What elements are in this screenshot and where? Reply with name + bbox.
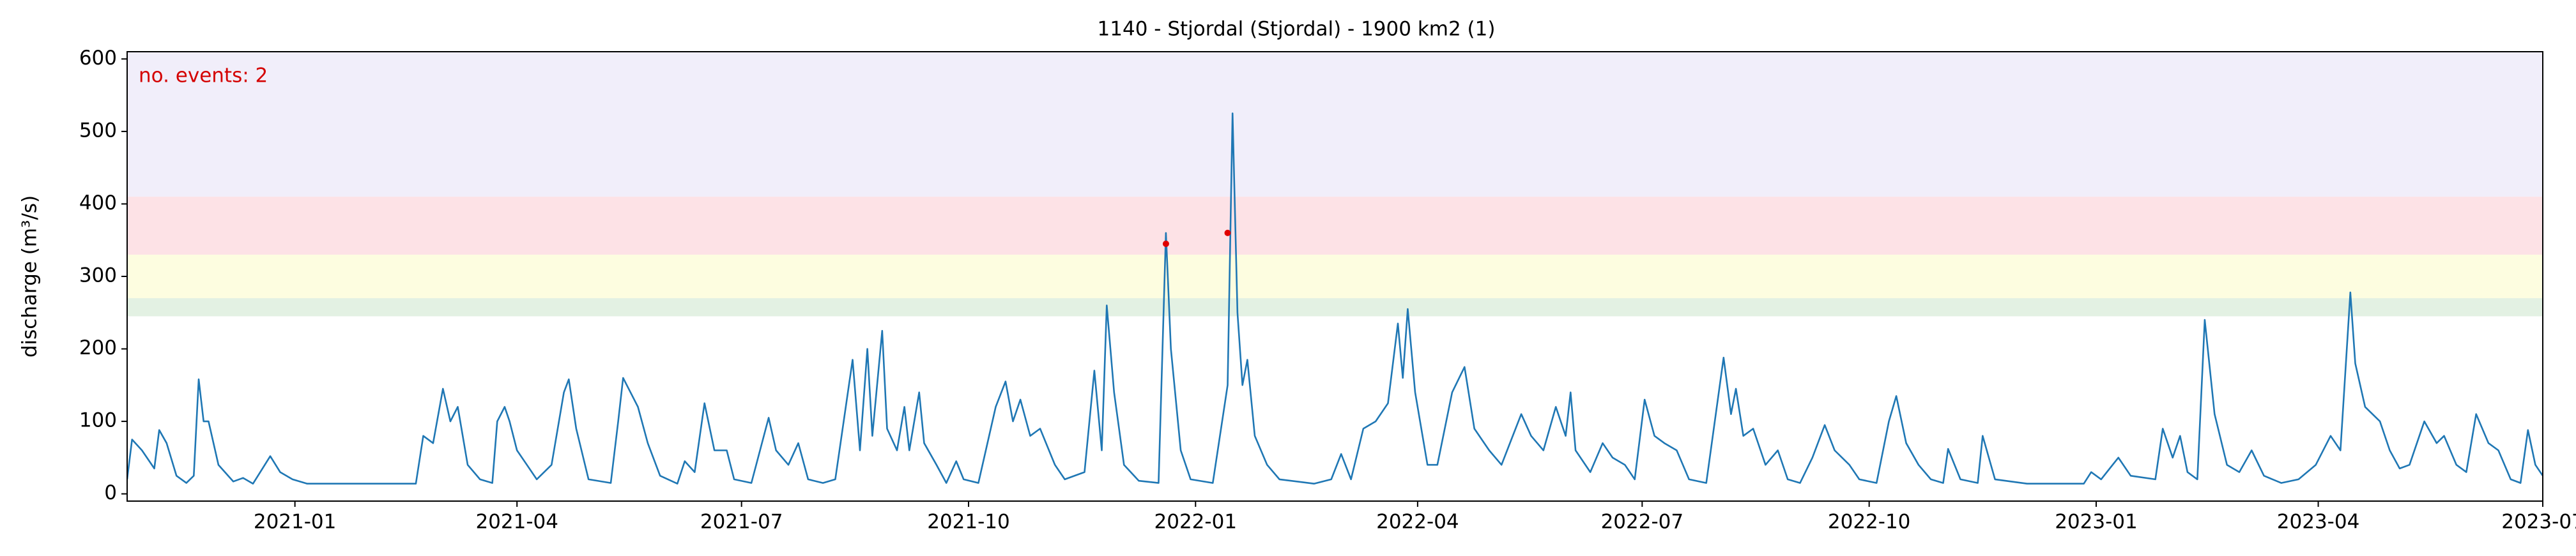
y-tick-label: 600 xyxy=(79,47,117,70)
threshold-band xyxy=(127,298,2543,317)
x-tick-label: 2021-01 xyxy=(254,511,337,534)
y-tick-label: 500 xyxy=(79,119,117,142)
x-tick-label: 2023-07 xyxy=(2501,511,2576,534)
threshold-band xyxy=(127,52,2543,197)
y-tick-label: 400 xyxy=(79,192,117,214)
y-tick-label: 200 xyxy=(79,336,117,359)
x-tick-label: 2023-04 xyxy=(2277,511,2360,534)
event-marker xyxy=(1224,229,1231,236)
threshold-band xyxy=(127,254,2543,299)
chart-title: 1140 - Stjordal (Stjordal) - 1900 km2 (1… xyxy=(1098,18,1496,41)
x-tick-label: 2022-07 xyxy=(1601,511,1684,534)
x-tick-label: 2023-01 xyxy=(2055,511,2138,534)
y-axis-label: discharge (m³/s) xyxy=(19,195,42,357)
x-tick-label: 2022-01 xyxy=(1154,511,1238,534)
x-tick-label: 2022-10 xyxy=(1828,511,1911,534)
discharge-line xyxy=(127,112,2543,485)
threshold-band xyxy=(127,197,2543,255)
event-count: no. events: 2 xyxy=(139,64,268,87)
x-tick-label: 2021-10 xyxy=(927,511,1010,534)
y-tick-label: 100 xyxy=(79,409,117,432)
x-tick-label: 2021-07 xyxy=(700,511,783,534)
plot-frame xyxy=(126,51,2543,502)
x-tick-label: 2022-04 xyxy=(1376,511,1459,534)
y-tick-label: 300 xyxy=(79,264,117,287)
y-tick-label: 0 xyxy=(104,481,117,504)
x-tick-label: 2021-04 xyxy=(475,511,558,534)
event-marker xyxy=(1162,240,1169,247)
